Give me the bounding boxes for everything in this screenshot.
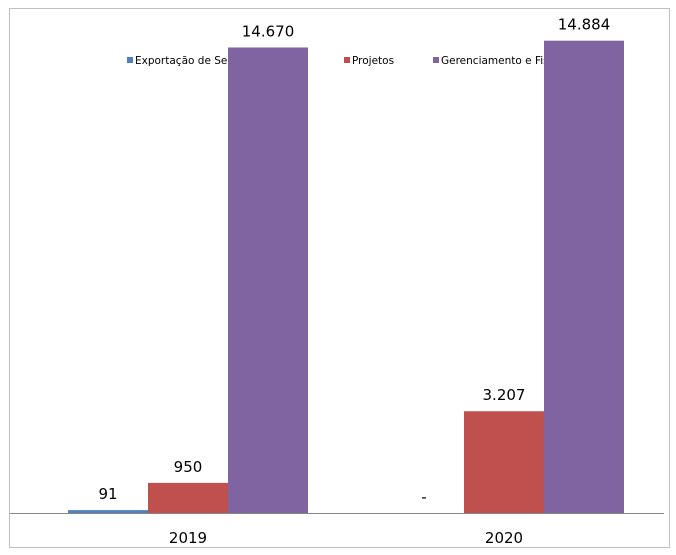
x-tick-labels: 2019 2020 [169,529,523,547]
chart: Exportação de Serviços e Outros Projetos G… [10,16,664,547]
bars [68,40,624,514]
data-label-2020-series-2: 3.207 [483,386,526,404]
data-label-2019-series-3: 14.670 [242,22,295,40]
bar-2019-series-2 [148,482,228,513]
data-labels: 91 950 14.670 - 3.207 14.884 [98,16,610,506]
legend-swatch-series-3 [433,57,439,63]
chart-frame: Exportação de Serviços e Outros Projetos G… [9,8,670,548]
bar-2020-series-2 [464,411,544,513]
x-tick-label-2020: 2020 [485,529,523,547]
legend-swatch-series-2 [344,57,350,63]
x-tick-label-2019: 2019 [169,529,207,547]
data-label-2020-series-3: 14.884 [558,16,611,34]
legend: Exportação de Serviços e Outros Projetos G… [127,55,597,67]
bar-2019-series-3 [228,47,308,514]
data-label-2019-series-2: 950 [174,458,203,476]
data-label-2020-series-1: - [421,488,426,506]
legend-label-series-2: Projetos [352,55,394,67]
data-label-2019-series-1: 91 [98,485,117,503]
bar-2019-series-1 [68,510,148,513]
legend-swatch-series-1 [127,57,133,63]
bar-2020-series-3 [544,40,624,514]
